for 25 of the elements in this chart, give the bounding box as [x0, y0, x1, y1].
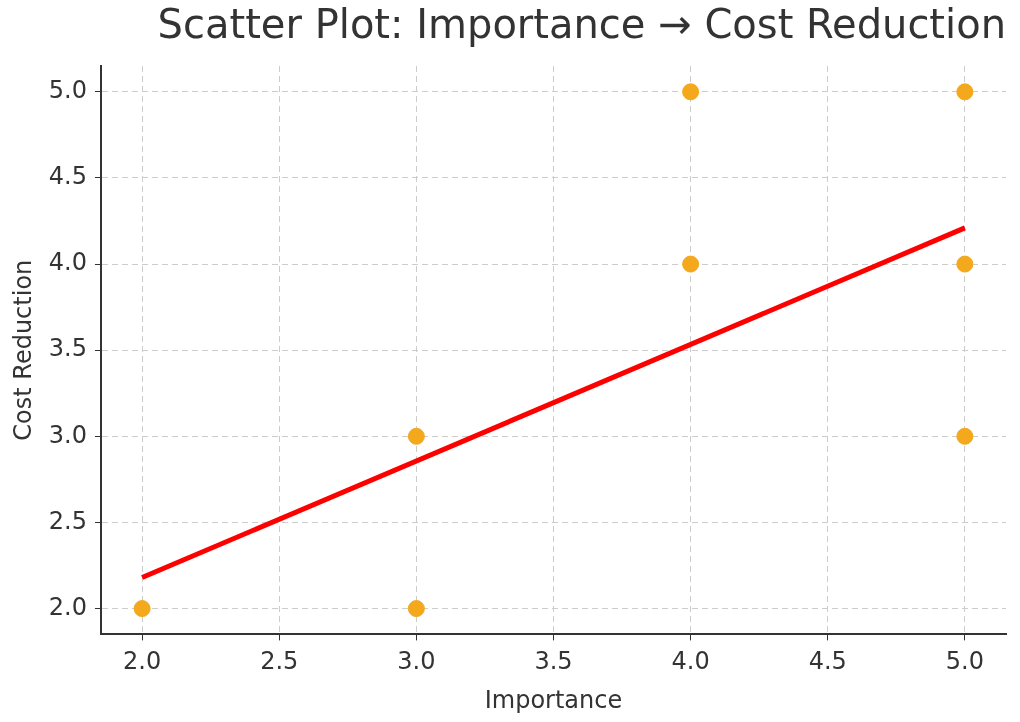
- point: [407, 427, 425, 445]
- y-tick-label: 4.5: [48, 162, 87, 191]
- y-tick-label: 5.0: [48, 76, 87, 105]
- point: [407, 600, 425, 618]
- x-tick-label: 2.5: [260, 647, 299, 676]
- point: [956, 83, 974, 101]
- y-tick-label: 3.0: [48, 420, 87, 449]
- y-tick-label: 4.0: [48, 248, 87, 277]
- x-tick-label: 5.0: [945, 647, 984, 676]
- x-tick-label: 3.0: [397, 647, 436, 676]
- y-tick-label: 3.5: [48, 334, 87, 363]
- y-tick-label: 2.5: [48, 506, 87, 535]
- x-axis-title: Importance: [484, 685, 623, 714]
- x-tick-label: 4.5: [808, 647, 847, 676]
- y-tick-label: 2.0: [48, 592, 87, 621]
- point: [682, 255, 700, 273]
- x-tick-label: 2.0: [123, 647, 162, 676]
- point: [133, 600, 151, 618]
- point: [956, 255, 974, 273]
- x-tick-label: 3.5: [534, 647, 573, 676]
- point: [956, 427, 974, 445]
- point: [682, 83, 700, 101]
- chart-title: Scatter Plot: Importance → Cost Reduction: [157, 1, 1006, 48]
- x-tick-label: 4.0: [671, 647, 710, 676]
- y-axis-title: Cost Reduction: [8, 259, 37, 441]
